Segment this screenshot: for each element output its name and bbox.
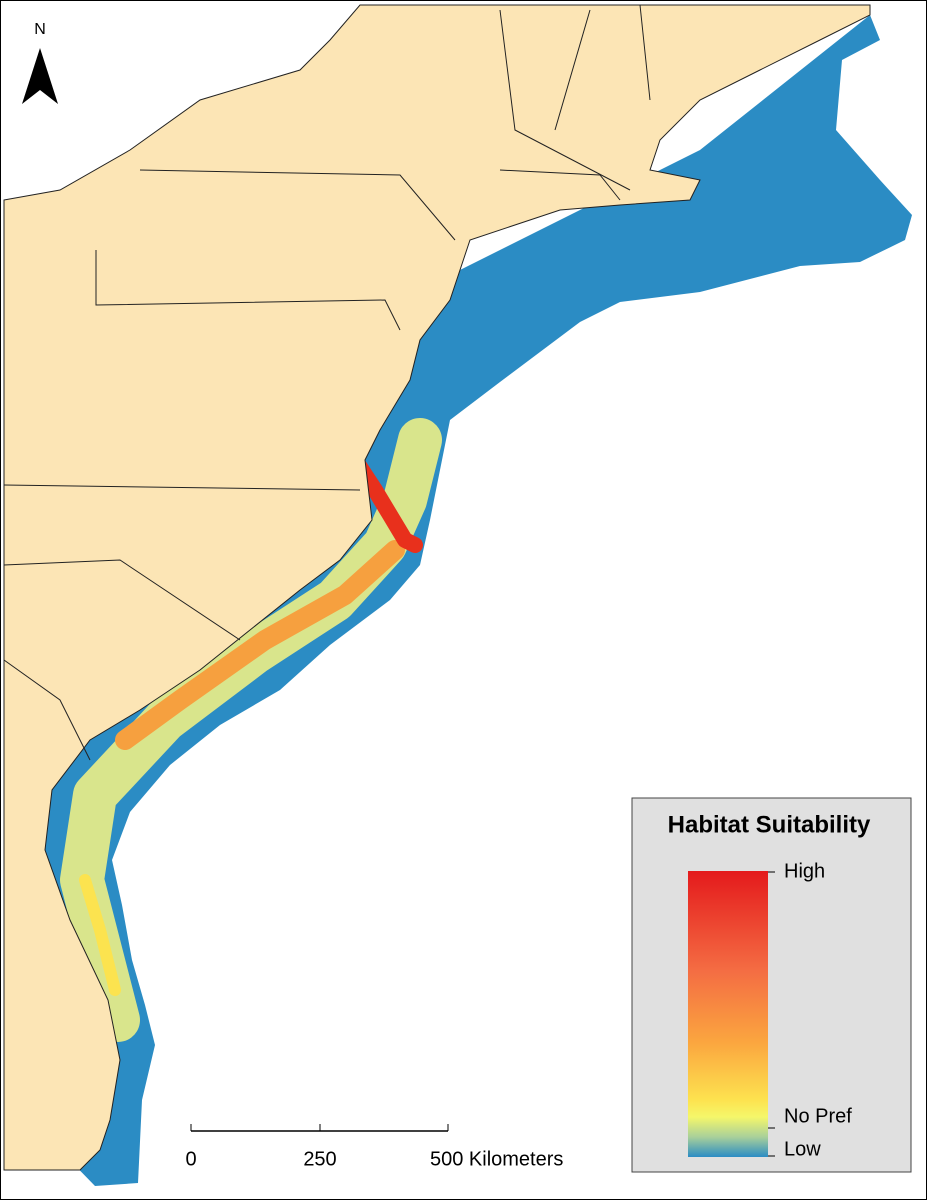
state-border [3,659,91,761]
land [3,4,871,1171]
legend-title: Habitat Suitability [668,811,871,838]
scale-label: 250 [303,1148,336,1170]
state-border [639,4,651,101]
north-arrow [40,48,58,104]
state-border [139,169,456,241]
state-border [95,250,401,331]
legend-label: Low [784,1138,821,1160]
state-border [3,559,241,641]
state-border [499,9,631,191]
scale-label: 500 Kilometers [430,1148,563,1170]
habitat-medium-low [79,874,121,996]
habitat-medium [115,540,405,750]
state-border [554,9,591,131]
scale-label: 0 [185,1148,196,1170]
legend-ramp [688,871,768,1157]
north-label: N [34,21,46,38]
legend-label: High [784,860,825,882]
state-border [3,484,361,491]
north-arrow [22,48,40,104]
state-border [499,169,621,201]
legend-label: No Pref [784,1105,852,1127]
legend-box [631,797,912,1173]
